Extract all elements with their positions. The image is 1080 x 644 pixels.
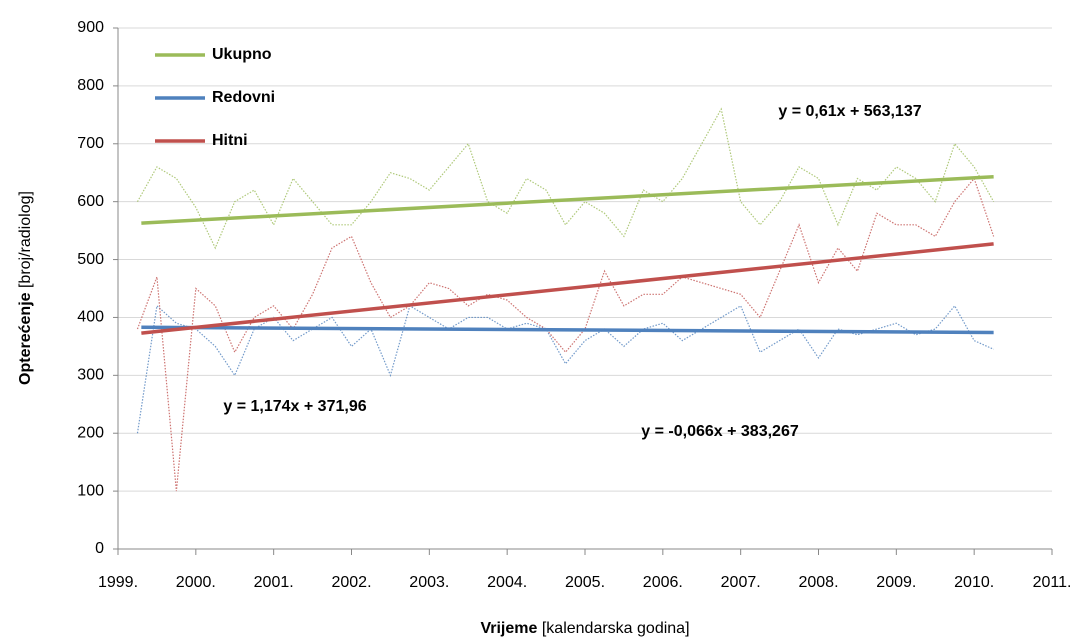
x-tick-label: 2006. (643, 574, 683, 591)
x-tick-label: 2009. (876, 574, 916, 591)
x-label-bold: Vrijeme (480, 620, 537, 637)
series-line (136, 304, 994, 434)
x-tick-label: 1999. (98, 574, 138, 591)
legend-label: Ukupno (212, 46, 272, 63)
x-tick-label: 2008. (798, 574, 838, 591)
y-tick-label: 900 (77, 19, 104, 36)
x-tick-label: 2002. (331, 574, 371, 591)
x-tick-label: 2005. (565, 574, 605, 591)
x-axis-label: Vrijeme [kalendarska godina] (480, 620, 689, 637)
x-tick-label: 2000. (176, 574, 216, 591)
annotation: y = -0,066x + 383,267 (641, 423, 799, 440)
y-label-bold: Opterećenje (17, 292, 34, 385)
y-tick-label: 700 (77, 135, 104, 152)
series-line (136, 107, 995, 250)
series-line (136, 177, 995, 492)
y-tick-label: 400 (77, 309, 104, 326)
y-tick-label: 0 (95, 540, 104, 557)
x-label-rest: [kalendarska godina] (537, 620, 689, 637)
y-tick-label: 300 (77, 367, 104, 384)
annotation: y = 1,174x + 371,96 (223, 398, 366, 415)
x-tick-label: 2007. (721, 574, 761, 591)
legend-label: Hitni (212, 132, 248, 149)
annotation: y = 0,61x + 563,137 (778, 103, 921, 120)
x-tick-label: 2010. (954, 574, 994, 591)
x-tick-label: 2001. (254, 574, 294, 591)
y-axis-label: Opterećenje [broj/radiolog] (17, 191, 34, 385)
x-tick-label: 2011. (1033, 574, 1072, 591)
legend-label: Redovni (212, 89, 275, 106)
y-label-rest: [broj/radiolog] (17, 191, 34, 292)
trend-line (141, 242, 994, 335)
trend-line (141, 175, 994, 225)
x-tick-label: 2003. (409, 574, 449, 591)
y-tick-label: 600 (77, 193, 104, 210)
y-tick-label: 200 (77, 424, 104, 441)
trend-line (141, 325, 994, 335)
y-tick-label: 100 (77, 482, 104, 499)
x-tick-label: 2004. (487, 574, 527, 591)
y-tick-label: 800 (77, 77, 104, 94)
y-tick-label: 500 (77, 251, 104, 268)
